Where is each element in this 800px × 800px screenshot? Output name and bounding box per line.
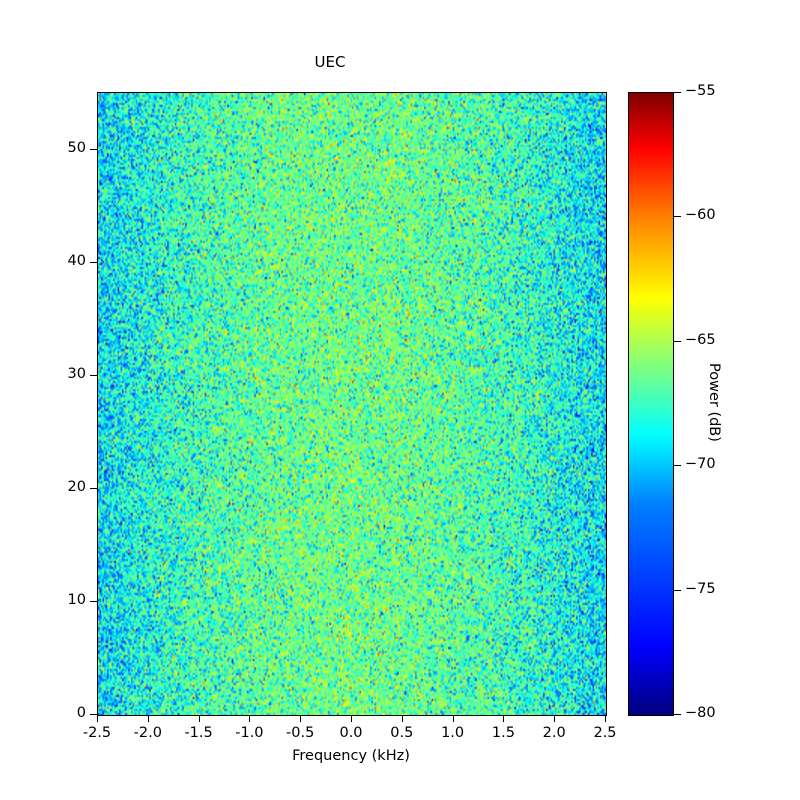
colorbar-tick-label: −80 — [685, 705, 716, 721]
x-tick-label: -0.5 — [286, 725, 315, 741]
y-tick-mark — [90, 262, 97, 263]
colorbar-gradient — [629, 93, 673, 715]
y-tick-mark — [90, 375, 97, 376]
colorbar-label: Power (dB) — [706, 363, 722, 442]
x-tick-mark — [147, 715, 149, 722]
x-tick-mark — [249, 715, 251, 722]
x-tick-label: 2.0 — [542, 725, 566, 741]
x-tick-mark — [300, 715, 302, 722]
colorbar-tick-mark — [674, 590, 681, 591]
colorbar-tick-mark — [674, 714, 681, 715]
y-tick-label: 30 — [67, 365, 86, 382]
colorbar-tick-label: −65 — [685, 331, 716, 348]
colorbar-tick-mark — [674, 465, 681, 466]
x-tick-label: -1.0 — [235, 725, 264, 741]
y-tick-mark — [90, 488, 97, 489]
colorbar-tick-label: −55 — [685, 83, 716, 99]
y-tick-mark — [90, 149, 97, 150]
x-tick-label: 0.5 — [390, 725, 414, 741]
x-tick-mark — [198, 715, 200, 722]
x-tick-label: 2.5 — [593, 725, 617, 741]
y-tick-label: 50 — [67, 139, 86, 156]
colorbar-tick-label: −70 — [685, 456, 716, 473]
spectrogram-plot-area — [97, 92, 607, 716]
title-station: UEC — [314, 53, 346, 71]
y-tick-label: 0 — [76, 705, 86, 721]
x-tick-mark — [401, 715, 403, 722]
x-tick-mark — [351, 715, 352, 722]
y-tick-mark — [90, 714, 97, 715]
x-tick-label: -2.0 — [133, 725, 162, 741]
colorbar-tick-mark — [674, 92, 681, 93]
x-tick-mark — [554, 715, 556, 722]
spectrogram-heatmap — [98, 93, 606, 715]
colorbar-tick-mark — [674, 341, 681, 342]
x-tick-label: 1.0 — [441, 725, 465, 741]
x-tick-mark — [97, 715, 98, 722]
colorbar-tick-label: −75 — [685, 580, 716, 597]
power-colorbar — [628, 92, 674, 716]
colorbar-tick-mark — [674, 216, 681, 217]
x-tick-label: -2.5 — [82, 725, 112, 741]
x-tick-mark — [503, 715, 505, 722]
y-tick-label: 40 — [67, 252, 86, 269]
x-tick-label: 1.5 — [491, 725, 515, 741]
y-tick-label: 10 — [67, 591, 86, 608]
y-tick-label: 20 — [67, 478, 86, 495]
x-tick-mark — [605, 715, 606, 722]
x-tick-mark — [452, 715, 454, 722]
y-tick-mark — [90, 601, 97, 602]
x-axis-label: Frequency (kHz) — [292, 748, 410, 764]
colorbar-tick-label: −60 — [685, 207, 716, 224]
x-tick-label: -1.5 — [184, 725, 213, 741]
x-tick-label: 0.0 — [339, 725, 363, 741]
